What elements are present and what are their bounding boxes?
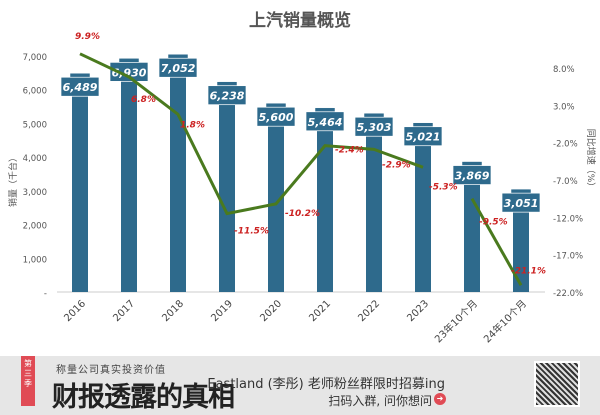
bar bbox=[170, 54, 186, 292]
bar-label-box bbox=[403, 126, 443, 147]
y-right-tick-label: 3.0% bbox=[553, 102, 575, 112]
bar-label-box bbox=[158, 57, 198, 78]
y-tick-label: - bbox=[44, 289, 47, 299]
bar-value-label: 5,600 bbox=[259, 111, 294, 124]
banner-title: 财报透露的真相 bbox=[52, 382, 235, 413]
growth-value-label: 6.8% bbox=[131, 95, 156, 105]
x-tick-label: 2023 bbox=[405, 298, 431, 324]
x-tick-label: 2018 bbox=[160, 298, 186, 324]
y-right-axis-label: 同比增速（%） bbox=[585, 129, 597, 192]
bar bbox=[464, 161, 480, 292]
growth-line-segment bbox=[79, 52, 424, 216]
bar-label-box bbox=[109, 62, 149, 82]
bar bbox=[219, 81, 235, 293]
bar bbox=[317, 107, 333, 292]
y-right-tick-label: 8.0% bbox=[553, 65, 575, 75]
x-tick-label: 2016 bbox=[62, 298, 88, 324]
bar-label-box bbox=[501, 192, 541, 213]
bar bbox=[268, 103, 284, 292]
arrow-right-circle-icon[interactable]: ➜ bbox=[434, 393, 446, 405]
y-right-tick-label: -7.0% bbox=[553, 177, 578, 187]
x-tick-label: 2021 bbox=[307, 298, 333, 324]
bar bbox=[72, 73, 88, 292]
bar-label-box bbox=[207, 85, 247, 106]
bar bbox=[513, 189, 529, 292]
y-tick-label: 3,000 bbox=[23, 188, 47, 198]
y-axis-label: 销量（千台） bbox=[7, 153, 19, 207]
growth-value-label: -21.1% bbox=[511, 266, 546, 276]
bar-value-label: 5,303 bbox=[357, 121, 392, 134]
y-tick-label: 1,000 bbox=[23, 255, 47, 265]
x-tick-label: 2022 bbox=[356, 298, 382, 324]
y-tick-label: 2,000 bbox=[23, 222, 47, 232]
growth-value-label: 9.9% bbox=[75, 32, 100, 42]
growth-value-label: 1.8% bbox=[180, 120, 205, 130]
season-ribbon: 第三季 bbox=[21, 356, 35, 406]
bar-value-label: 3,051 bbox=[504, 197, 539, 210]
bar-value-label: 6,930 bbox=[112, 66, 147, 79]
bar-label-box bbox=[60, 76, 100, 97]
y-right-tick-label: -12.0% bbox=[553, 214, 583, 224]
x-tick-label: 2019 bbox=[209, 298, 235, 324]
x-tick-label: 24年10个月 bbox=[481, 297, 529, 345]
bar-value-label: 6,489 bbox=[63, 81, 98, 94]
y-tick-label: 5,000 bbox=[23, 120, 47, 130]
growth-line-segment bbox=[470, 197, 523, 287]
promo-text: Eastland (李彤) 老师粉丝群限时招募ing bbox=[207, 377, 445, 392]
y-tick-label: 7,000 bbox=[23, 53, 47, 63]
y-tick-label: 6,000 bbox=[23, 87, 47, 97]
qr-code[interactable] bbox=[534, 361, 580, 407]
bar bbox=[415, 122, 431, 292]
y-tick-label: 4,000 bbox=[23, 154, 47, 164]
x-tick-label: 23年10个月 bbox=[432, 297, 480, 345]
chart-title: 上汽销量概览 bbox=[249, 10, 351, 31]
bar-value-label: 6,238 bbox=[210, 90, 245, 103]
bar-value-label: 5,464 bbox=[308, 116, 343, 129]
x-tick-label: 2017 bbox=[111, 298, 137, 324]
cta-text[interactable]: 扫码入群, 问你想问 bbox=[328, 394, 432, 408]
bar-value-label: 5,021 bbox=[406, 131, 441, 144]
bar-label-box bbox=[256, 106, 296, 127]
growth-value-label: -5.3% bbox=[429, 182, 458, 192]
growth-value-label: -11.5% bbox=[234, 227, 269, 237]
bar bbox=[121, 58, 137, 292]
growth-value-label: -2.4% bbox=[335, 146, 364, 156]
bar bbox=[366, 113, 382, 293]
banner-subtitle: 称量公司真实投资价值 bbox=[56, 365, 166, 376]
x-tick-label: 2020 bbox=[258, 298, 284, 324]
y-right-tick-label: -17.0% bbox=[553, 252, 583, 262]
bar-label-box bbox=[305, 111, 345, 132]
promo-banner: 第三季 称量公司真实投资价值 财报透露的真相 Eastland (李彤) 老师粉… bbox=[0, 356, 600, 415]
growth-value-label: -10.2% bbox=[285, 209, 320, 219]
bar-label-box bbox=[354, 116, 394, 137]
growth-value-label: -2.9% bbox=[382, 160, 411, 170]
y-right-tick-label: -22.0% bbox=[553, 289, 583, 299]
bar-value-label: 7,052 bbox=[161, 62, 196, 75]
y-right-tick-label: -2.0% bbox=[553, 140, 578, 150]
chart: 上汽销量概览 - 1,000 2,000 3,000 4,000 5,000 6,000 7,0… bbox=[7, 10, 597, 345]
bar-value-label: 3,869 bbox=[455, 170, 490, 183]
bar-label-box bbox=[452, 165, 492, 185]
growth-value-label: -9.5% bbox=[479, 218, 508, 228]
